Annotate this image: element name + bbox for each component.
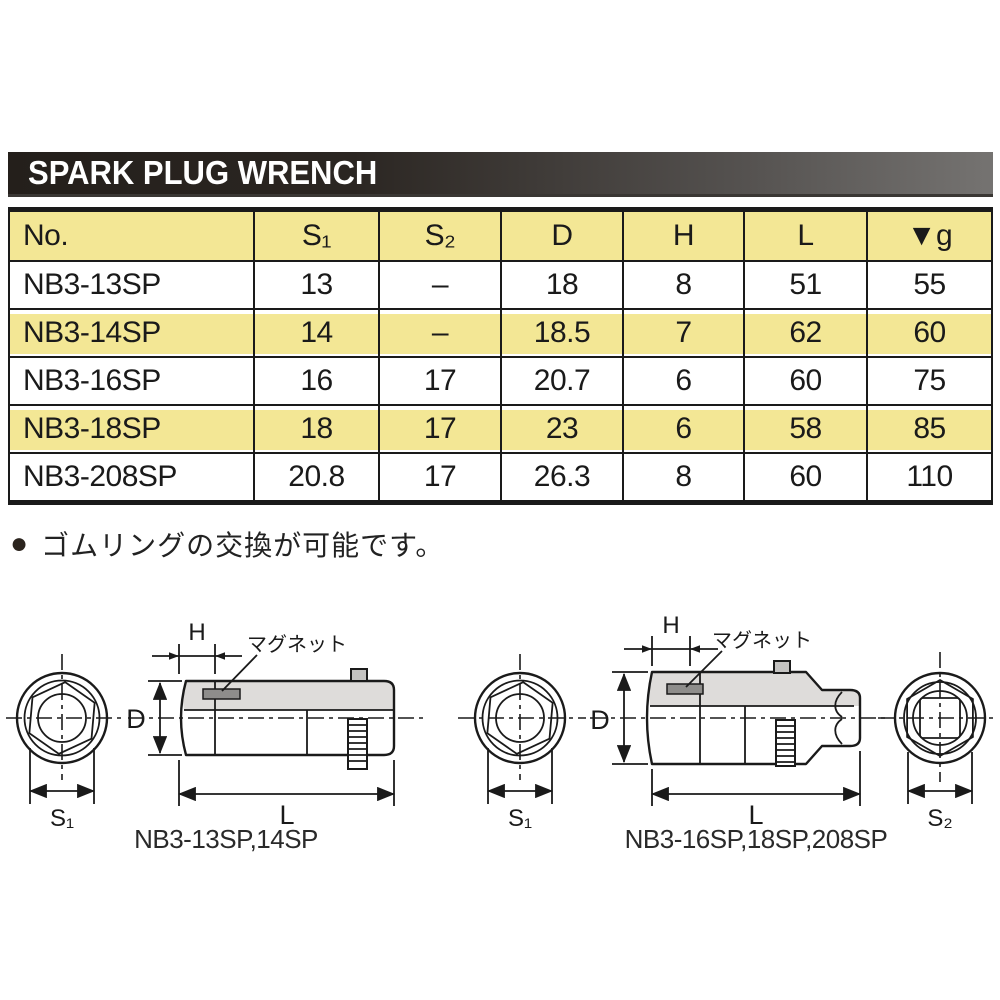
dimension-d: D (590, 671, 648, 765)
value-d: 26.3 (502, 454, 624, 500)
dim-label-s1: S₁ (508, 805, 532, 832)
front-view-s1-right: S₁ (458, 654, 586, 832)
part-number: NB3-14SP (10, 310, 255, 356)
spec-table: No. S₁ S₂ D H L ▼g NB3-13SP 13 – 18 8 51… (8, 207, 993, 505)
value-d: 18.5 (502, 310, 624, 356)
value-l: 58 (745, 406, 868, 452)
part-number: NB3-18SP (10, 406, 255, 452)
part-number: NB3-208SP (10, 454, 255, 500)
col-header-weight: ▼g (906, 219, 953, 252)
dim-label-l: L (748, 800, 763, 830)
table-header-row: No. S₁ S₂ D H L ▼g (10, 212, 991, 260)
dimension-h: H (152, 619, 242, 674)
magnet-insert (666, 683, 704, 695)
dim-label-d: D (590, 705, 610, 735)
knurl-ring (775, 719, 796, 767)
magnet-label: マグネット (712, 629, 812, 652)
rear-view-s2: S₂ (878, 652, 998, 832)
diagram-right: S₁ (458, 612, 998, 854)
dimension-h: H (624, 612, 718, 666)
part-number: NB3-16SP (10, 358, 255, 404)
value-l: 60 (745, 454, 868, 500)
value-h: 6 (624, 358, 745, 404)
front-view-s1: S₁ (6, 654, 122, 832)
diagram-left: S₁ (6, 619, 425, 854)
col-header-l: L (745, 212, 868, 260)
value-s1: 18 (255, 406, 380, 452)
value-d: 18 (502, 262, 624, 308)
dimension-l: L (650, 751, 862, 830)
col-header-s2: S₂ (380, 212, 502, 260)
col-header-no: No. (10, 212, 255, 260)
table-row: NB3-208SP 20.8 17 26.3 8 60 110 (10, 452, 991, 500)
feature-note: ● ゴムリングの交換が可能です。 (10, 524, 444, 564)
value-l: 62 (745, 310, 868, 356)
value-l: 51 (745, 262, 868, 308)
value-weight: 75 (913, 364, 946, 397)
knurl-ring (347, 718, 368, 770)
value-h: 7 (624, 310, 745, 356)
value-weight: 110 (906, 460, 953, 493)
part-number: NB3-13SP (10, 262, 255, 308)
table-row: NB3-13SP 13 – 18 8 51 55 (10, 260, 991, 308)
technical-drawings: S₁ (6, 612, 998, 854)
value-l: 60 (745, 358, 868, 404)
table-row: NB3-18SP 18 17 23 6 58 85 (10, 404, 991, 452)
magnet-leader-line (221, 654, 258, 692)
col-header-s1: S₁ (255, 212, 380, 260)
value-s1: 14 (255, 310, 380, 356)
diagram-right-caption: NB3-16SP,18SP,208SP (625, 824, 888, 854)
page-title: SPARK PLUG WRENCH (28, 154, 378, 191)
side-view-left: H D L マグネット (126, 619, 425, 830)
value-s2: 17 (380, 406, 502, 452)
value-s1: 20.8 (255, 454, 380, 500)
value-d: 23 (502, 406, 624, 452)
value-s1: 13 (255, 262, 380, 308)
value-s2: – (380, 310, 502, 356)
value-h: 6 (624, 406, 745, 452)
magnet-insert (202, 688, 241, 700)
value-s2: 17 (380, 454, 502, 500)
value-weight: 85 (913, 412, 946, 445)
dim-label-l: L (279, 800, 294, 830)
dim-label-h: H (188, 619, 205, 646)
dim-label-s1: S₁ (50, 805, 74, 832)
value-weight: 55 (913, 268, 946, 301)
table-row: NB3-16SP 16 17 20.7 6 60 75 (10, 356, 991, 404)
diagram-left-caption: NB3-13SP,14SP (134, 824, 318, 854)
note-text: ゴムリングの交換が可能です。 (41, 530, 445, 561)
side-view-right: H D L マグネット (590, 612, 886, 830)
magnet-label: マグネット (247, 633, 347, 656)
col-header-h: H (624, 212, 745, 260)
dimension-l: L (177, 760, 396, 830)
value-s2: 17 (380, 358, 502, 404)
value-weight: 60 (913, 316, 946, 349)
dimension-d: D (126, 680, 182, 756)
stopper-tab (350, 668, 368, 682)
value-s1: 16 (255, 358, 380, 404)
dim-label-d: D (126, 704, 146, 734)
value-h: 8 (624, 454, 745, 500)
section-title-bar: SPARK PLUG WRENCH (8, 152, 993, 197)
value-d: 20.7 (502, 358, 624, 404)
magnet-leader-line (685, 650, 723, 688)
stopper-tab (773, 660, 791, 674)
col-header-d: D (502, 212, 624, 260)
bullet-icon: ● (10, 527, 29, 560)
table-row: NB3-14SP 14 – 18.5 7 62 60 (10, 308, 991, 356)
value-h: 8 (624, 262, 745, 308)
dim-label-s2: S₂ (927, 805, 952, 832)
value-s2: – (380, 262, 502, 308)
dim-label-h: H (662, 612, 679, 639)
